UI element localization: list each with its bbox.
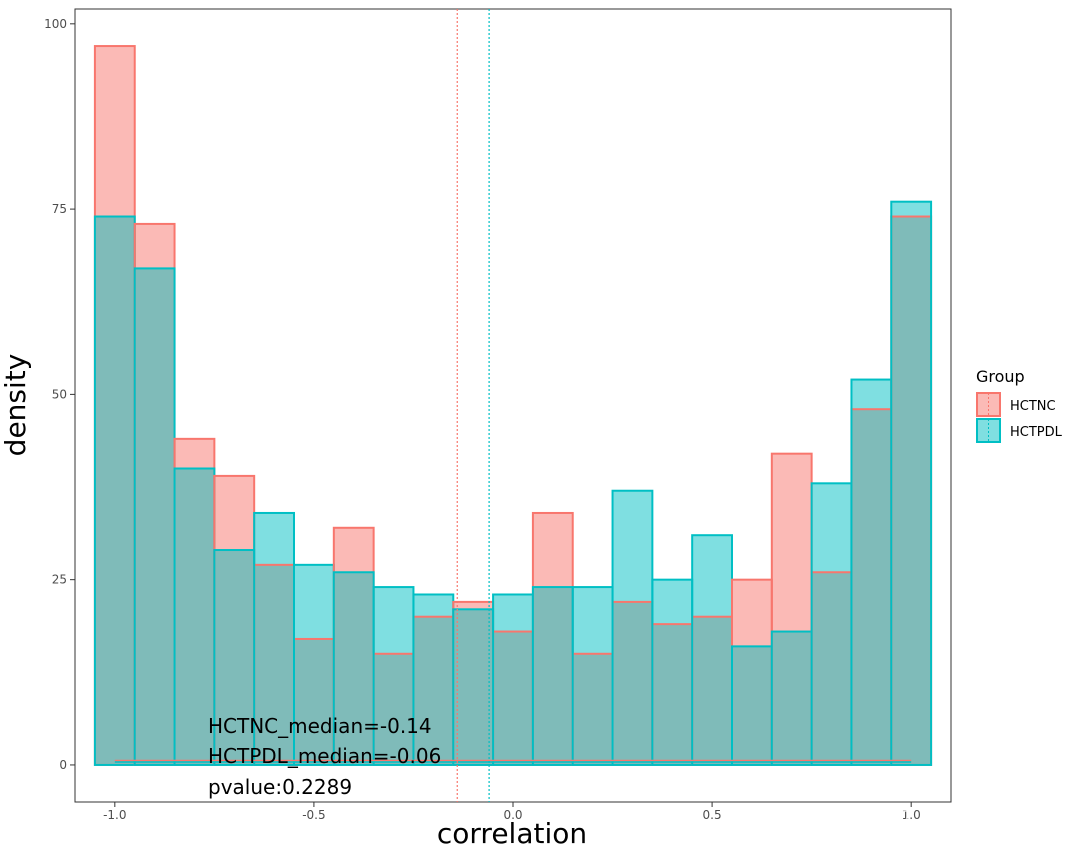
y-tick-label: 50 (52, 387, 67, 401)
bar-overlap (174, 468, 215, 765)
bar-overlap (532, 587, 573, 765)
bar-overlap (254, 564, 294, 765)
bar-overlap (771, 631, 812, 765)
legend-key-hctpdl (976, 418, 1001, 443)
x-tick-label: -1.0 (103, 808, 126, 822)
x-tick-label: 0.0 (503, 808, 522, 822)
bar-overlap (214, 550, 255, 765)
bar-overlap (652, 624, 693, 765)
x-tick-label: 1.0 (902, 808, 921, 822)
bar-overlap (891, 216, 932, 765)
bar-overlap (134, 268, 175, 765)
y-tick-label: 100 (44, 17, 67, 31)
bar-overlap (692, 616, 732, 765)
bar-overlap (294, 638, 334, 765)
bar-overlap (94, 216, 135, 765)
bar-overlap (811, 572, 852, 765)
overlap-bars (93, 45, 933, 766)
legend-title: Group (976, 367, 1025, 386)
y-axis-title: density (0, 354, 32, 457)
bar-overlap (732, 646, 772, 765)
bar-overlap (851, 409, 892, 765)
legend-label-hctpdl: HCTPDL (1010, 425, 1063, 440)
legend-key-hctnc (976, 392, 1001, 417)
annotation-hctpdl-median: HCTPDL_median=-0.06 (208, 744, 441, 768)
legend: Group HCTNC HCTPDL (976, 367, 1063, 443)
bar-overlap (612, 601, 653, 765)
bar-overlap (453, 609, 494, 765)
axes: -1.0 -0.5 0.0 0.5 1.0 0 25 50 75 100 (44, 17, 921, 822)
annotation-pvalue: pvalue:0.2289 (208, 775, 352, 799)
bar-overlap (493, 631, 533, 765)
bar-outline-hctpdl (890, 200, 933, 766)
bar-overlap (333, 572, 374, 765)
bar-overlap (413, 616, 454, 765)
x-tick-label: -0.5 (302, 808, 325, 822)
annotation-hctnc-median: HCTNC_median=-0.14 (208, 714, 432, 738)
bar-overlap (572, 653, 613, 765)
median-lines (456, 9, 490, 802)
x-tick-label: 0.5 (703, 808, 722, 822)
x-axis-title: correlation (437, 817, 587, 850)
y-tick-label: 0 (59, 758, 67, 772)
y-tick-label: 25 (52, 573, 67, 587)
bar-overlap (373, 653, 414, 765)
legend-label-hctnc: HCTNC (1010, 399, 1056, 414)
watermark: 知乎 @诺米代谢 (862, 808, 1052, 838)
y-tick-label: 75 (52, 202, 67, 216)
